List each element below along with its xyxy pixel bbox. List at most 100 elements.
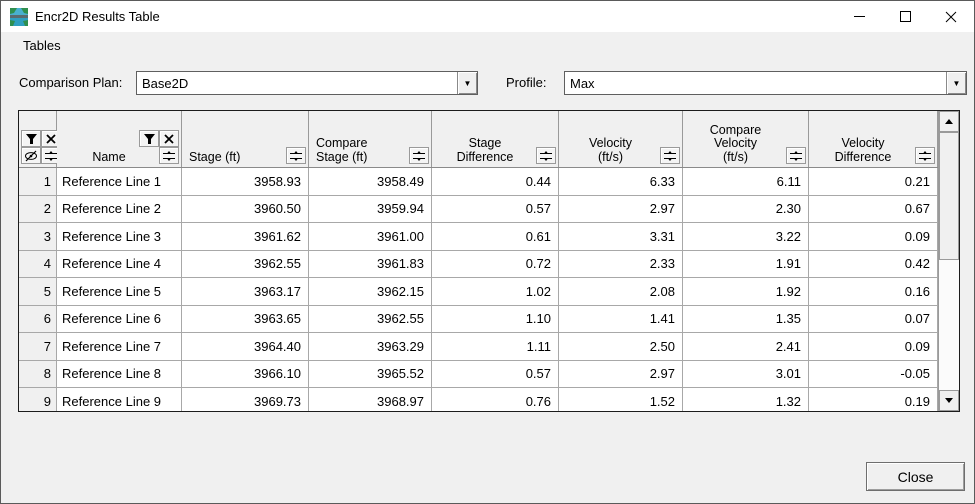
value-cell[interactable]: 0.72 xyxy=(432,250,559,278)
vertical-scrollbar[interactable] xyxy=(938,111,959,411)
value-cell[interactable]: 2.33 xyxy=(559,250,683,278)
value-cell[interactable]: 3961.00 xyxy=(309,223,432,251)
row-number-cell[interactable]: 7 xyxy=(19,333,57,361)
value-cell[interactable]: 3962.55 xyxy=(182,250,309,278)
value-cell[interactable]: 1.10 xyxy=(432,305,559,333)
comparison-plan-label: Comparison Plan: xyxy=(19,75,123,90)
value-cell[interactable]: 2.97 xyxy=(559,195,683,223)
name-cell[interactable]: Reference Line 5 xyxy=(57,278,182,306)
value-cell[interactable]: 0.16 xyxy=(809,278,938,306)
value-cell[interactable]: 0.57 xyxy=(432,360,559,388)
row-number-cell[interactable]: 9 xyxy=(19,388,57,411)
value-cell[interactable]: 1.11 xyxy=(432,333,559,361)
name-cell[interactable]: Reference Line 8 xyxy=(57,360,182,388)
comparison-plan-select[interactable]: Base2D ▼ xyxy=(136,71,478,95)
value-cell[interactable]: 0.07 xyxy=(809,305,938,333)
value-cell[interactable]: 1.41 xyxy=(559,305,683,333)
sort-sliders-icon-button[interactable] xyxy=(660,147,680,164)
value-cell[interactable]: 3960.50 xyxy=(182,195,309,223)
value-cell[interactable]: 3968.97 xyxy=(309,388,432,411)
value-cell[interactable]: 0.42 xyxy=(809,250,938,278)
name-cell[interactable]: Reference Line 7 xyxy=(57,333,182,361)
value-cell[interactable]: 0.21 xyxy=(809,168,938,196)
sort-sliders-icon-button[interactable] xyxy=(786,147,806,164)
value-cell[interactable]: 0.76 xyxy=(432,388,559,411)
value-cell[interactable]: 3.22 xyxy=(683,223,809,251)
value-cell[interactable]: 3958.49 xyxy=(309,168,432,196)
value-cell[interactable]: 3959.94 xyxy=(309,195,432,223)
menu-tables[interactable]: Tables xyxy=(23,37,61,53)
row-number-cell[interactable]: 1 xyxy=(19,168,57,196)
value-cell[interactable]: 3962.15 xyxy=(309,278,432,306)
row-number-cell[interactable]: 2 xyxy=(19,195,57,223)
value-cell[interactable]: 0.09 xyxy=(809,333,938,361)
value-cell[interactable]: 2.50 xyxy=(559,333,683,361)
value-cell[interactable]: 0.57 xyxy=(432,195,559,223)
chevron-down-icon: ▼ xyxy=(463,78,472,88)
value-cell[interactable]: 1.52 xyxy=(559,388,683,411)
value-cell[interactable]: 3962.55 xyxy=(309,305,432,333)
name-cell[interactable]: Reference Line 6 xyxy=(57,305,182,333)
value-cell[interactable]: 3961.62 xyxy=(182,223,309,251)
filter-funnel-icon-button[interactable] xyxy=(21,130,41,147)
value-cell[interactable]: 1.35 xyxy=(683,305,809,333)
row-number-cell[interactable]: 3 xyxy=(19,223,57,251)
value-cell[interactable]: 0.09 xyxy=(809,223,938,251)
value-cell[interactable]: 0.67 xyxy=(809,195,938,223)
comparison-plan-dropdown-button[interactable]: ▼ xyxy=(457,72,477,94)
titlebar[interactable]: Encr2D Results Table xyxy=(1,1,974,32)
sort-sliders-icon-button[interactable] xyxy=(159,147,179,164)
value-cell[interactable]: 3963.17 xyxy=(182,278,309,306)
filter-funnel-icon-button[interactable] xyxy=(139,130,159,147)
value-cell[interactable]: 3969.73 xyxy=(182,388,309,411)
value-cell[interactable]: 2.41 xyxy=(683,333,809,361)
value-cell[interactable]: 2.97 xyxy=(559,360,683,388)
value-cell[interactable]: 3.01 xyxy=(683,360,809,388)
close-window-button[interactable] xyxy=(928,1,974,32)
close-button[interactable]: Close xyxy=(866,462,965,491)
profile-dropdown-button[interactable]: ▼ xyxy=(946,72,966,94)
name-cell[interactable]: Reference Line 1 xyxy=(57,168,182,196)
name-cell[interactable]: Reference Line 2 xyxy=(57,195,182,223)
value-cell[interactable]: 3965.52 xyxy=(309,360,432,388)
name-cell[interactable]: Reference Line 3 xyxy=(57,223,182,251)
name-cell[interactable]: Reference Line 4 xyxy=(57,250,182,278)
sort-sliders-icon-button[interactable] xyxy=(536,147,556,164)
value-cell[interactable]: 2.08 xyxy=(559,278,683,306)
value-cell[interactable]: 1.32 xyxy=(683,388,809,411)
row-number-cell[interactable]: 4 xyxy=(19,250,57,278)
value-cell[interactable]: 3958.93 xyxy=(182,168,309,196)
value-cell[interactable]: 3963.65 xyxy=(182,305,309,333)
value-cell[interactable]: 0.61 xyxy=(432,223,559,251)
profile-select[interactable]: Max ▼ xyxy=(564,71,967,95)
maximize-button[interactable] xyxy=(882,1,928,32)
clear-filter-x-icon-button[interactable] xyxy=(159,130,179,147)
table-row: 9 Reference Line 9 3969.73 3968.97 0.76 1.52 1… xyxy=(19,388,938,411)
minimize-button[interactable] xyxy=(836,1,882,32)
scrollbar-thumb[interactable] xyxy=(939,132,959,260)
value-cell[interactable]: 3961.83 xyxy=(309,250,432,278)
row-number-cell[interactable]: 8 xyxy=(19,360,57,388)
value-cell[interactable]: 1.02 xyxy=(432,278,559,306)
name-cell[interactable]: Reference Line 9 xyxy=(57,388,182,411)
value-cell[interactable]: -0.05 xyxy=(809,360,938,388)
value-cell[interactable]: 6.11 xyxy=(683,168,809,196)
value-cell[interactable]: 3966.10 xyxy=(182,360,309,388)
row-number-cell[interactable]: 5 xyxy=(19,278,57,306)
value-cell[interactable]: 0.19 xyxy=(809,388,938,411)
sort-sliders-icon-button[interactable] xyxy=(286,147,306,164)
hide-eye-slash-icon-button[interactable] xyxy=(21,147,41,164)
scroll-down-button[interactable] xyxy=(939,390,959,411)
value-cell[interactable]: 2.30 xyxy=(683,195,809,223)
value-cell[interactable]: 3.31 xyxy=(559,223,683,251)
value-cell[interactable]: 3963.29 xyxy=(309,333,432,361)
scroll-up-button[interactable] xyxy=(939,111,959,132)
row-number-cell[interactable]: 6 xyxy=(19,305,57,333)
sort-sliders-icon-button[interactable] xyxy=(409,147,429,164)
value-cell[interactable]: 0.44 xyxy=(432,168,559,196)
value-cell[interactable]: 3964.40 xyxy=(182,333,309,361)
value-cell[interactable]: 6.33 xyxy=(559,168,683,196)
sort-sliders-icon-button[interactable] xyxy=(915,147,935,164)
value-cell[interactable]: 1.92 xyxy=(683,278,809,306)
value-cell[interactable]: 1.91 xyxy=(683,250,809,278)
